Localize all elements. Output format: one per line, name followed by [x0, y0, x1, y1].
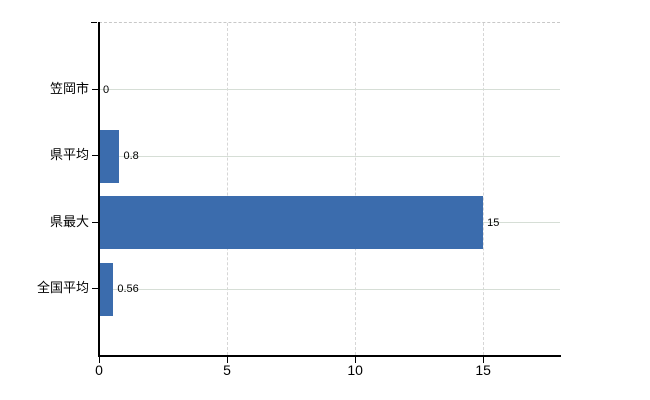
y-axis-top-tick-mark: [91, 22, 97, 23]
x-tick-mark: [226, 357, 228, 363]
h-gridline: [99, 89, 560, 91]
h-gridline: [99, 288, 560, 290]
v-gridline: [226, 23, 228, 355]
y-tick-mark: [92, 88, 98, 90]
bar: [99, 262, 114, 316]
x-tick-mark: [98, 357, 100, 363]
v-gridline: [354, 23, 356, 355]
x-tick-label: 15: [475, 362, 491, 378]
plot-area: 0 0.8 15 0.56: [99, 22, 560, 355]
bar: [99, 129, 120, 183]
category-label: 笠岡市: [49, 80, 89, 96]
bar-value-label: 15: [487, 216, 500, 229]
category-label: 県最大: [49, 213, 89, 229]
x-axis-line: [98, 355, 561, 357]
category-label: 県平均: [49, 147, 89, 163]
y-axis-line: [98, 22, 100, 357]
bar: [99, 196, 484, 250]
v-gridline: [482, 23, 484, 355]
x-tick-mark: [354, 357, 356, 363]
x-tick-label: 10: [347, 362, 363, 378]
x-tick-label: 5: [223, 362, 231, 378]
bar-value-label: 0: [103, 83, 110, 96]
bar-value-label: 0.8: [123, 150, 139, 163]
x-tick-label: 0: [95, 362, 103, 378]
y-tick-mark: [92, 155, 98, 157]
h-gridline: [99, 155, 560, 157]
x-tick-mark: [482, 357, 484, 363]
y-tick-mark: [92, 221, 98, 223]
bar-value-label: 0.56: [117, 283, 139, 296]
category-label: 全国平均: [36, 280, 89, 296]
y-tick-mark: [92, 288, 98, 290]
